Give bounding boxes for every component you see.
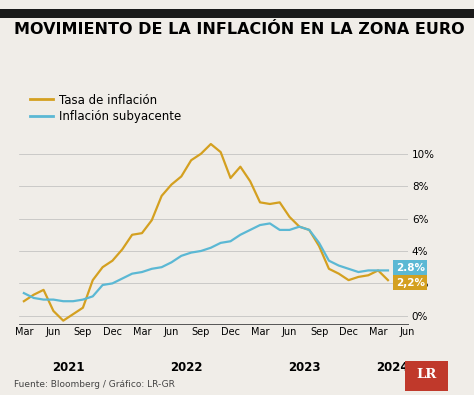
Text: Fuente: Bloomberg / Gráfico: LR-GR: Fuente: Bloomberg / Gráfico: LR-GR bbox=[14, 380, 175, 389]
Text: LR: LR bbox=[417, 368, 437, 381]
Legend: Tasa de inflación, Inflación subyacente: Tasa de inflación, Inflación subyacente bbox=[25, 89, 186, 128]
Text: MOVIMIENTO DE LA INFLACIÓN EN LA ZONA EURO: MOVIMIENTO DE LA INFLACIÓN EN LA ZONA EU… bbox=[14, 22, 465, 37]
Text: 2022: 2022 bbox=[170, 361, 202, 374]
Text: 2023: 2023 bbox=[288, 361, 320, 374]
Text: 2.8%: 2.8% bbox=[396, 263, 425, 273]
Text: 2024: 2024 bbox=[376, 361, 409, 374]
Text: 2,2%: 2,2% bbox=[396, 278, 425, 288]
Text: 2021: 2021 bbox=[52, 361, 84, 374]
